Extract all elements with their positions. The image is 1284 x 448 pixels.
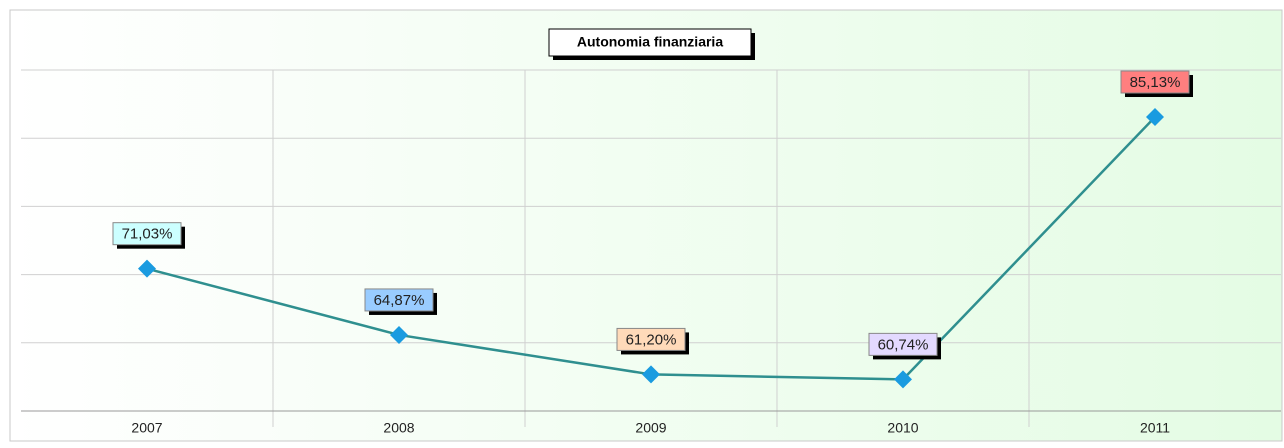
data-label: 71,03%: [122, 226, 173, 243]
chart-frame: [9, 9, 1283, 442]
label-box: [1120, 70, 1190, 94]
data-marker: [642, 365, 660, 384]
data-label: 61,20%: [626, 331, 677, 348]
data-marker: [1146, 108, 1164, 127]
x-tick-label: 2008: [383, 420, 414, 436]
data-label: 64,87%: [374, 292, 425, 309]
x-tick-label: 2009: [635, 420, 666, 436]
data-label: 85,13%: [1130, 74, 1181, 91]
data-marker: [894, 370, 912, 389]
data-label: 60,74%: [878, 336, 929, 353]
data-marker: [390, 325, 408, 344]
label-box: [112, 222, 182, 246]
title-box: [548, 28, 752, 57]
x-tick-label: 2010: [887, 420, 918, 436]
x-tick-label: 2007: [131, 420, 162, 436]
data-marker: [138, 259, 156, 278]
chart-title: Autonomia finanziaria: [577, 34, 723, 50]
x-tick-label: 2011: [1140, 420, 1170, 436]
label-box: [616, 327, 686, 351]
label-box: [868, 332, 938, 356]
label-box: [364, 288, 434, 312]
